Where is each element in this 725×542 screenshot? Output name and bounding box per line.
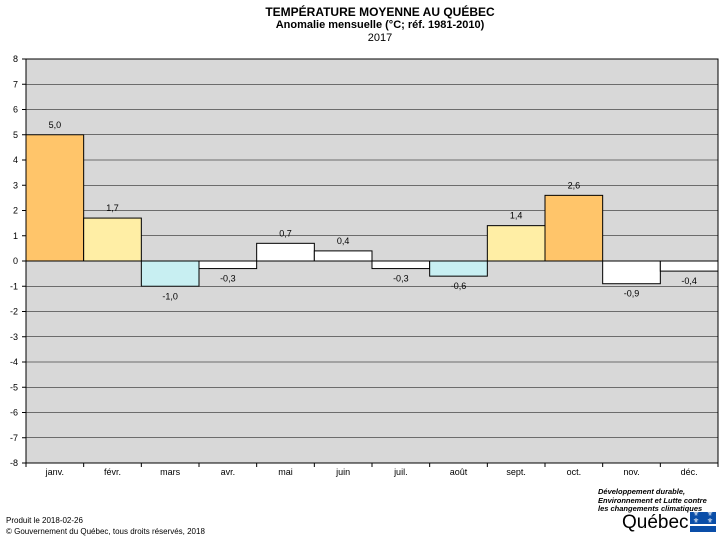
data-label: 0,7 <box>279 228 292 238</box>
bar-chart: -8 -7 -6 -5 -4 -3 -2 -1 0 1 2 3 4 5 6 7 8 5,0 janv. 1,7 févr… <box>10 54 719 477</box>
bar-déc. <box>659 260 719 272</box>
copyright-notice: © Gouvernement du Québec, tous droits ré… <box>6 527 205 536</box>
y-tick-label: 3 <box>13 180 18 190</box>
y-tick-label: 0 <box>13 256 18 266</box>
bar-avr. <box>198 260 258 270</box>
produced-date: Produit le 2018-02-26 <box>6 516 83 525</box>
quebec-wordmark: Québec <box>622 512 689 533</box>
bar-mai <box>256 242 315 262</box>
y-tick-label: -2 <box>10 307 18 317</box>
x-tick-label: nov. <box>623 467 639 477</box>
data-label: -0,3 <box>393 274 409 284</box>
bar-juil. <box>371 260 431 270</box>
data-label: 0,4 <box>337 236 350 246</box>
x-tick-label: juil. <box>393 467 408 477</box>
bar-août <box>429 260 488 277</box>
y-tick-label: 8 <box>13 54 18 64</box>
chart-title: TEMPÉRATURE MOYENNE AU QUÉBEC <box>265 5 495 19</box>
y-tick-label: 4 <box>13 155 18 165</box>
x-tick-label: mars <box>160 467 180 477</box>
x-tick-label: juin <box>335 467 350 477</box>
x-tick-label: déc. <box>681 467 698 477</box>
bar-nov. <box>602 260 661 285</box>
x-tick-label: oct. <box>567 467 582 477</box>
y-tick-label: 6 <box>13 105 18 115</box>
data-label: 2,6 <box>568 180 581 190</box>
bar-févr. <box>83 217 142 262</box>
chart-subtitle: Anomalie mensuelle (°C; réf. 1981-2010) <box>275 19 485 31</box>
y-tick-label: 7 <box>13 79 18 89</box>
fleurdelise-flag-icon: ⚜ ⚜ ⚜ ⚜ <box>690 511 716 525</box>
data-label: -0,4 <box>681 276 697 286</box>
bar-oct. <box>544 194 604 262</box>
x-tick-label: mai <box>278 467 293 477</box>
chart-titles: TEMPÉRATURE MOYENNE AU QUÉBEC Anomalie m… <box>0 5 725 45</box>
x-tick-label: août <box>450 467 468 477</box>
data-label: -0,3 <box>220 274 236 284</box>
bar-janv. <box>25 134 85 262</box>
y-tick-label: -4 <box>10 357 18 367</box>
y-tick-label: -8 <box>10 458 18 468</box>
y-tick-label: -3 <box>10 332 18 342</box>
data-label: -0,9 <box>624 289 640 299</box>
data-label: 5,0 <box>49 120 62 130</box>
y-tick-label: -6 <box>10 408 18 418</box>
data-label: -1,0 <box>162 291 178 301</box>
y-tick-label: 5 <box>13 130 18 140</box>
bar-juin <box>313 250 373 262</box>
data-label: 1,4 <box>510 211 523 221</box>
y-tick-label: -5 <box>10 382 18 392</box>
y-tick-label: 1 <box>13 231 18 241</box>
y-tick-label: -1 <box>10 281 18 291</box>
x-tick-label: sept. <box>506 467 526 477</box>
data-label: 1,7 <box>106 203 119 213</box>
x-tick-label: janv. <box>45 467 64 477</box>
y-tick-label: -7 <box>10 433 18 443</box>
data-label: -0,6 <box>451 281 467 291</box>
chart-year: 2017 <box>367 32 393 44</box>
plot-frame <box>25 58 719 464</box>
flag-base-icon <box>690 526 716 532</box>
x-tick-label: avr. <box>221 467 236 477</box>
bar-mars <box>140 260 200 287</box>
x-tick-label: févr. <box>104 467 121 477</box>
y-tick-label: 2 <box>13 206 18 216</box>
ministry-name: Développement durable, Environnement et … <box>598 487 707 513</box>
bar-sept. <box>486 225 546 262</box>
